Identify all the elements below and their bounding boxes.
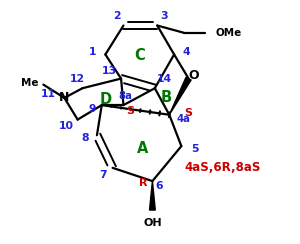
Text: B: B [161, 90, 172, 105]
Text: 3: 3 [160, 11, 168, 21]
Text: O: O [189, 69, 199, 82]
Text: R: R [139, 178, 148, 188]
Text: N: N [59, 91, 70, 104]
Text: C: C [134, 48, 145, 63]
Text: 10: 10 [59, 121, 74, 131]
Text: D: D [100, 92, 112, 107]
Text: 11: 11 [40, 89, 56, 99]
Polygon shape [149, 181, 155, 210]
Text: 4: 4 [183, 47, 190, 57]
Text: 4a: 4a [177, 114, 191, 124]
Text: Me: Me [21, 78, 38, 88]
Text: 8a: 8a [118, 91, 132, 101]
Text: 8: 8 [81, 133, 88, 143]
Text: 4aS,6R,8aS: 4aS,6R,8aS [184, 161, 261, 174]
Text: 14: 14 [157, 74, 172, 84]
Text: 6: 6 [156, 181, 164, 191]
Text: 9: 9 [88, 104, 96, 114]
Text: 12: 12 [70, 74, 85, 84]
Polygon shape [169, 77, 191, 115]
Text: 13: 13 [101, 66, 117, 76]
Text: A: A [137, 141, 148, 156]
Text: 5: 5 [191, 143, 198, 153]
Text: 7: 7 [99, 170, 107, 180]
Text: S: S [127, 106, 135, 116]
Text: OH: OH [143, 218, 162, 228]
Text: S: S [184, 108, 192, 118]
Text: 2: 2 [113, 11, 121, 21]
Text: 1: 1 [88, 47, 96, 57]
Text: OMe: OMe [216, 28, 242, 38]
